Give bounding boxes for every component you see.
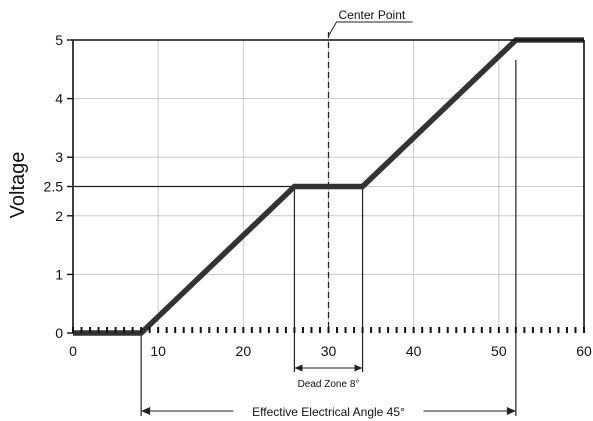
x-tick-label: 60 [576, 343, 592, 359]
dead-zone-arrowhead-right [354, 364, 363, 372]
y-tick-label: 2 [55, 208, 63, 224]
guide-lines [73, 32, 517, 416]
x-tick-label: 20 [236, 343, 252, 359]
y-tick-label: 0 [55, 325, 63, 341]
annotations: Center Point Dead Zone 8° Effective Electr… [141, 8, 516, 419]
x-tick-label: 40 [406, 343, 422, 359]
x-tick-label: 50 [491, 343, 507, 359]
y-tick-label: 3 [55, 149, 63, 165]
y-axis-title: Voltage [7, 152, 29, 219]
effective-angle-label: Effective Electrical Angle 45° [252, 405, 405, 419]
center-point-leader [328, 21, 413, 37]
center-point-label: Center Point [339, 8, 406, 22]
y-tick-label: 1 [55, 266, 63, 282]
x-tick-label: 0 [69, 343, 77, 359]
axes [67, 39, 585, 334]
y-tick-label: 4 [55, 91, 63, 107]
y-tick-label: 5 [55, 32, 63, 48]
effective-angle-arrowhead-right [506, 407, 516, 415]
x-tick-label: 10 [150, 343, 166, 359]
x-tick-label: 30 [321, 343, 337, 359]
dead-zone-label: Dead Zone 8° [298, 379, 360, 390]
effective-angle-arrowhead-left [141, 407, 151, 415]
dead-zone-arrowhead-left [294, 364, 303, 372]
y-tick-label: 2.5 [44, 179, 64, 195]
